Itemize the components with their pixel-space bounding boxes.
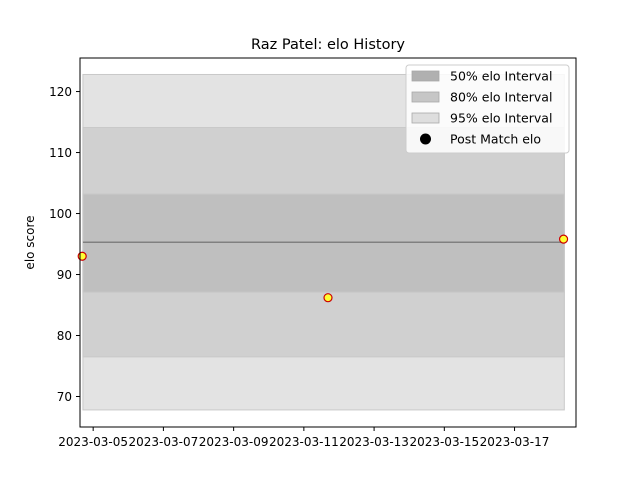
axes-frame — [79, 57, 577, 428]
y-axis-label: elo score — [23, 215, 37, 269]
post-match-point — [323, 293, 333, 303]
chart-title: Raz Patel: elo History — [251, 37, 405, 53]
y-tick-label: 100 — [49, 207, 72, 221]
legend-marker — [420, 133, 431, 145]
legend-label: 95% elo Interval — [450, 111, 552, 126]
y-tick-label: 120 — [49, 85, 72, 99]
y-tick-label: 80 — [57, 329, 72, 343]
x-tick-label: 2023-03-07 — [129, 435, 199, 449]
x-tick-label: 2023-03-13 — [339, 435, 409, 449]
x-tick-label: 2023-03-05 — [58, 435, 128, 449]
post-match-point — [558, 234, 569, 244]
legend-box — [405, 64, 570, 154]
y-tick-label: 70 — [57, 390, 72, 404]
legend-label: 80% elo Interval — [450, 90, 552, 105]
legend-swatch — [411, 91, 440, 103]
interval-band-3 — [82, 193, 565, 293]
x-tick-label: 2023-03-09 — [199, 435, 269, 449]
legend-swatch — [411, 112, 440, 124]
legend-label: 50% elo Interval — [450, 69, 552, 84]
x-tick-label: 2023-03-17 — [480, 435, 550, 449]
y-axis-ticks: 70 80 90 100 110 120 — [49, 85, 80, 404]
y-tick-label: 110 — [49, 146, 72, 160]
y-tick-label: 90 — [57, 268, 72, 282]
x-axis-ticks: 2023-03-05 2023-03-07 2023-03-09 2023-03-11… — [58, 427, 549, 449]
legend-label: Post Match elo — [450, 132, 541, 147]
legend-swatch — [411, 70, 440, 82]
post-match-point — [77, 251, 87, 261]
post-match-points — [77, 234, 569, 303]
x-tick-label: 2023-03-11 — [269, 435, 339, 449]
legend: 50% elo Interval 80% elo Interval 95% elo … — [405, 64, 570, 154]
x-tick-label: 2023-03-15 — [409, 435, 479, 449]
